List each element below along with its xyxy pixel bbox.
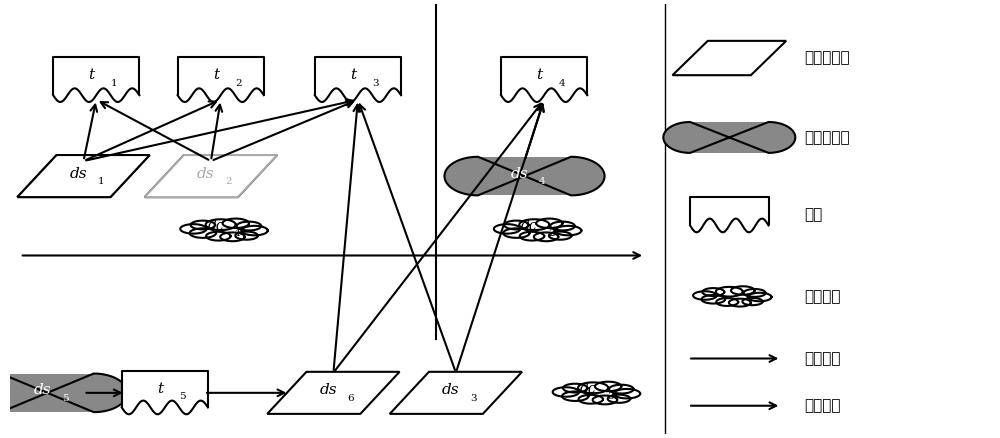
Polygon shape: [690, 122, 769, 153]
Polygon shape: [702, 295, 725, 304]
Text: 2: 2: [549, 229, 555, 238]
Polygon shape: [690, 197, 769, 226]
Polygon shape: [191, 221, 215, 230]
Text: 3: 3: [372, 79, 379, 88]
Polygon shape: [549, 232, 571, 240]
Polygon shape: [742, 298, 763, 305]
Text: dc: dc: [207, 219, 224, 233]
Polygon shape: [663, 122, 795, 153]
Text: 4: 4: [539, 177, 545, 186]
Polygon shape: [0, 374, 127, 412]
Text: ds: ds: [34, 383, 51, 397]
Text: 2: 2: [235, 79, 242, 88]
Text: 5: 5: [179, 392, 186, 401]
Polygon shape: [180, 224, 207, 233]
Text: 数据依赖: 数据依赖: [804, 351, 840, 366]
Polygon shape: [562, 392, 588, 401]
Polygon shape: [693, 291, 717, 300]
Polygon shape: [534, 233, 558, 241]
Polygon shape: [578, 382, 608, 393]
Polygon shape: [716, 298, 738, 306]
Polygon shape: [672, 41, 786, 75]
Polygon shape: [190, 228, 216, 238]
Polygon shape: [390, 372, 522, 414]
Polygon shape: [17, 155, 150, 197]
Text: dc: dc: [580, 382, 597, 396]
Polygon shape: [609, 385, 634, 393]
Polygon shape: [536, 219, 563, 228]
Polygon shape: [504, 221, 529, 230]
Polygon shape: [729, 299, 751, 307]
Text: t: t: [213, 68, 219, 82]
Text: 隐私数据集: 隐私数据集: [804, 130, 849, 145]
Polygon shape: [237, 222, 261, 230]
Polygon shape: [744, 289, 766, 297]
Polygon shape: [220, 233, 245, 241]
Polygon shape: [519, 219, 549, 230]
Polygon shape: [550, 222, 575, 230]
Text: 5: 5: [62, 394, 68, 403]
Polygon shape: [267, 372, 400, 414]
Text: 4: 4: [558, 79, 565, 88]
Text: 公有数据集: 公有数据集: [804, 50, 849, 66]
Polygon shape: [595, 381, 621, 391]
Polygon shape: [478, 157, 571, 195]
Polygon shape: [206, 219, 236, 230]
Text: ds: ds: [70, 166, 87, 180]
Polygon shape: [614, 389, 640, 399]
Polygon shape: [494, 224, 520, 233]
Text: 6: 6: [348, 394, 354, 403]
Polygon shape: [1, 374, 94, 412]
Polygon shape: [520, 232, 544, 240]
Text: 数据传输: 数据传输: [804, 398, 840, 413]
Text: t: t: [536, 68, 542, 82]
Polygon shape: [178, 57, 264, 95]
Polygon shape: [145, 155, 277, 197]
Polygon shape: [444, 157, 605, 195]
Text: 1: 1: [111, 79, 117, 88]
Text: 数据中心: 数据中心: [804, 289, 840, 304]
Polygon shape: [555, 226, 581, 235]
Text: ds: ds: [511, 166, 528, 180]
Polygon shape: [235, 232, 258, 240]
Text: ds: ds: [320, 383, 337, 397]
Text: t: t: [157, 381, 163, 396]
Polygon shape: [122, 371, 208, 407]
Text: ds: ds: [442, 383, 460, 397]
Polygon shape: [145, 155, 277, 197]
Text: t: t: [350, 68, 356, 82]
Polygon shape: [501, 57, 587, 95]
Polygon shape: [579, 395, 603, 404]
Text: 1: 1: [98, 177, 104, 186]
Polygon shape: [563, 384, 587, 392]
Polygon shape: [702, 288, 724, 296]
Polygon shape: [223, 219, 249, 228]
Polygon shape: [315, 57, 401, 95]
Polygon shape: [53, 57, 139, 95]
Text: 3: 3: [470, 394, 477, 403]
Text: 2: 2: [225, 177, 232, 186]
Text: 3: 3: [607, 392, 614, 401]
Polygon shape: [206, 232, 231, 240]
Polygon shape: [503, 228, 530, 238]
Polygon shape: [593, 396, 617, 404]
Polygon shape: [716, 287, 743, 297]
Text: 1: 1: [235, 229, 242, 238]
Polygon shape: [748, 293, 771, 301]
Polygon shape: [608, 395, 630, 403]
Text: dc: dc: [521, 219, 538, 233]
Polygon shape: [241, 226, 268, 235]
Polygon shape: [731, 286, 755, 295]
Text: ds: ds: [197, 166, 215, 180]
Text: t: t: [88, 68, 94, 82]
Text: 任务: 任务: [804, 207, 822, 222]
Polygon shape: [17, 155, 150, 197]
Polygon shape: [553, 387, 579, 397]
